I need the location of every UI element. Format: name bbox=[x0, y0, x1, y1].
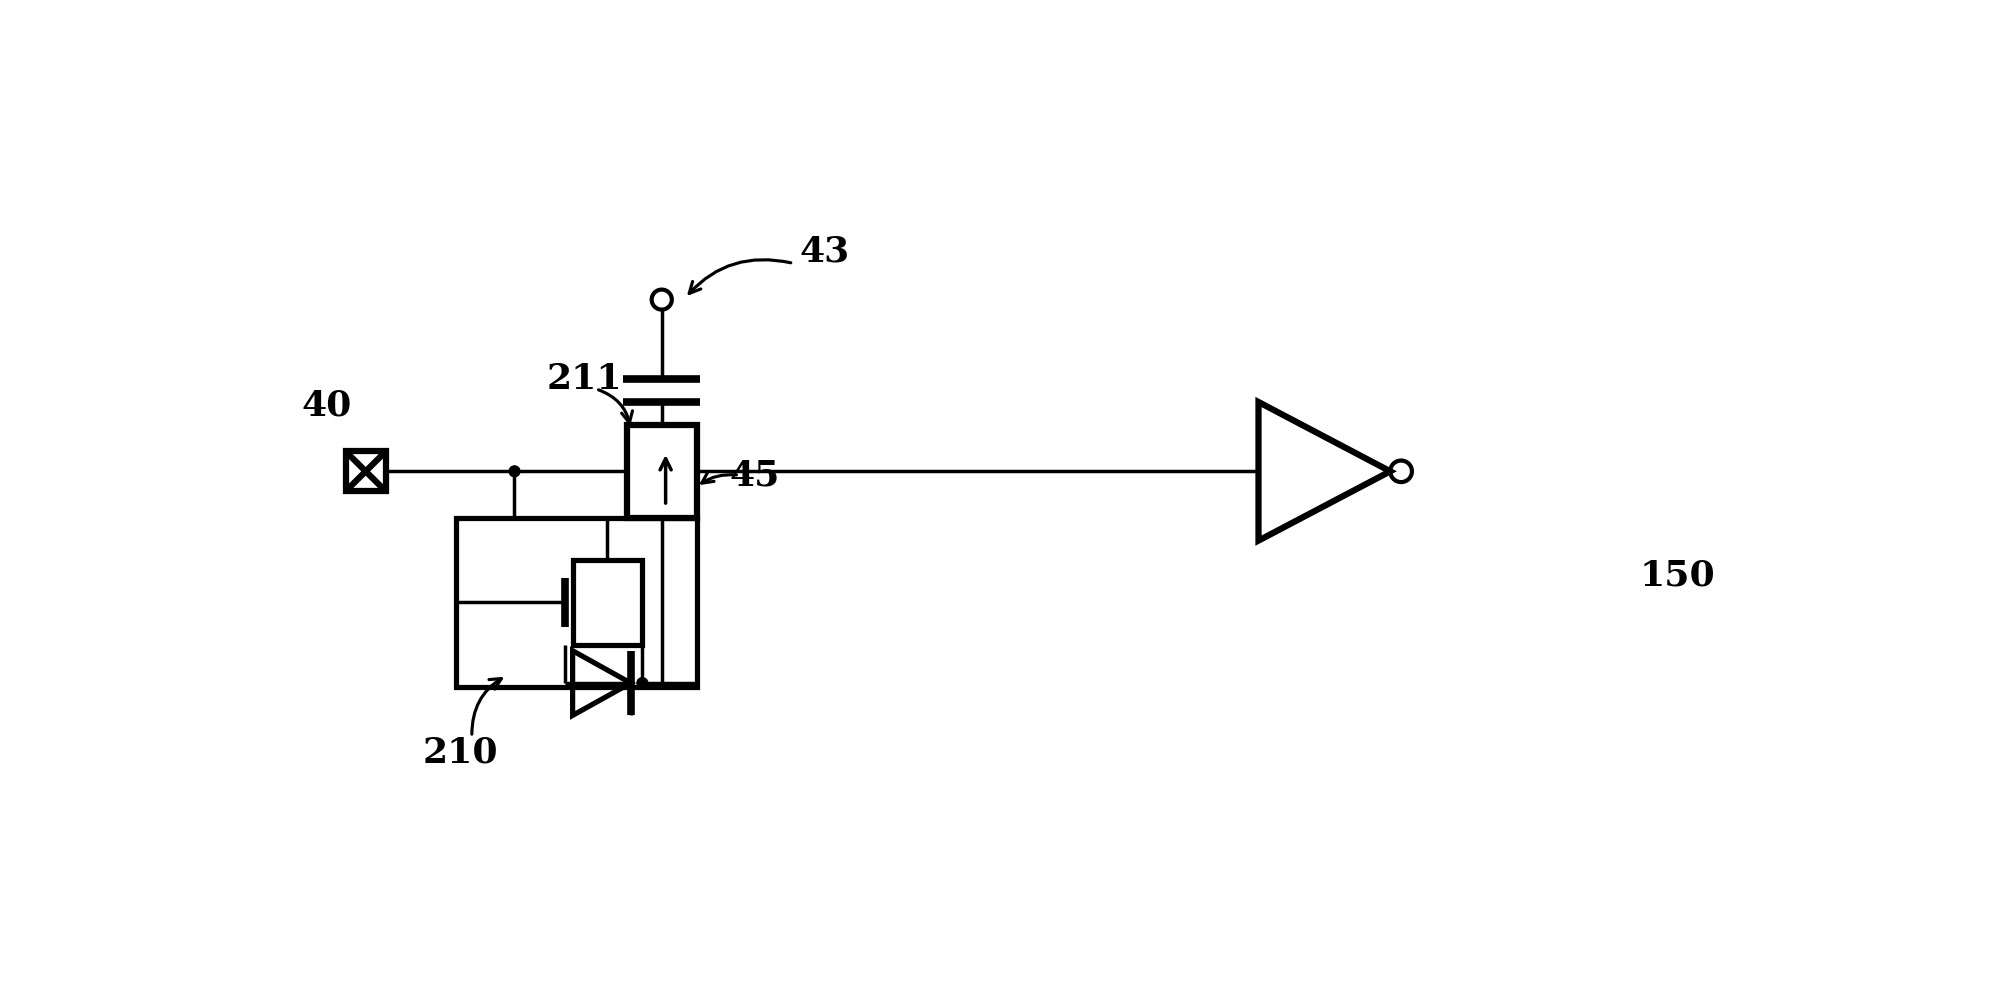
Bar bbox=[572, 559, 642, 644]
Text: 211: 211 bbox=[546, 362, 622, 396]
Circle shape bbox=[636, 677, 648, 688]
Bar bbox=[626, 425, 696, 517]
Bar bbox=[456, 517, 696, 686]
Text: 43: 43 bbox=[799, 235, 849, 269]
Circle shape bbox=[510, 466, 520, 477]
Text: 210: 210 bbox=[421, 736, 498, 769]
Text: 45: 45 bbox=[729, 459, 779, 492]
Text: 40: 40 bbox=[301, 389, 351, 423]
Text: 150: 150 bbox=[1638, 558, 1714, 593]
Bar bbox=[345, 452, 385, 491]
